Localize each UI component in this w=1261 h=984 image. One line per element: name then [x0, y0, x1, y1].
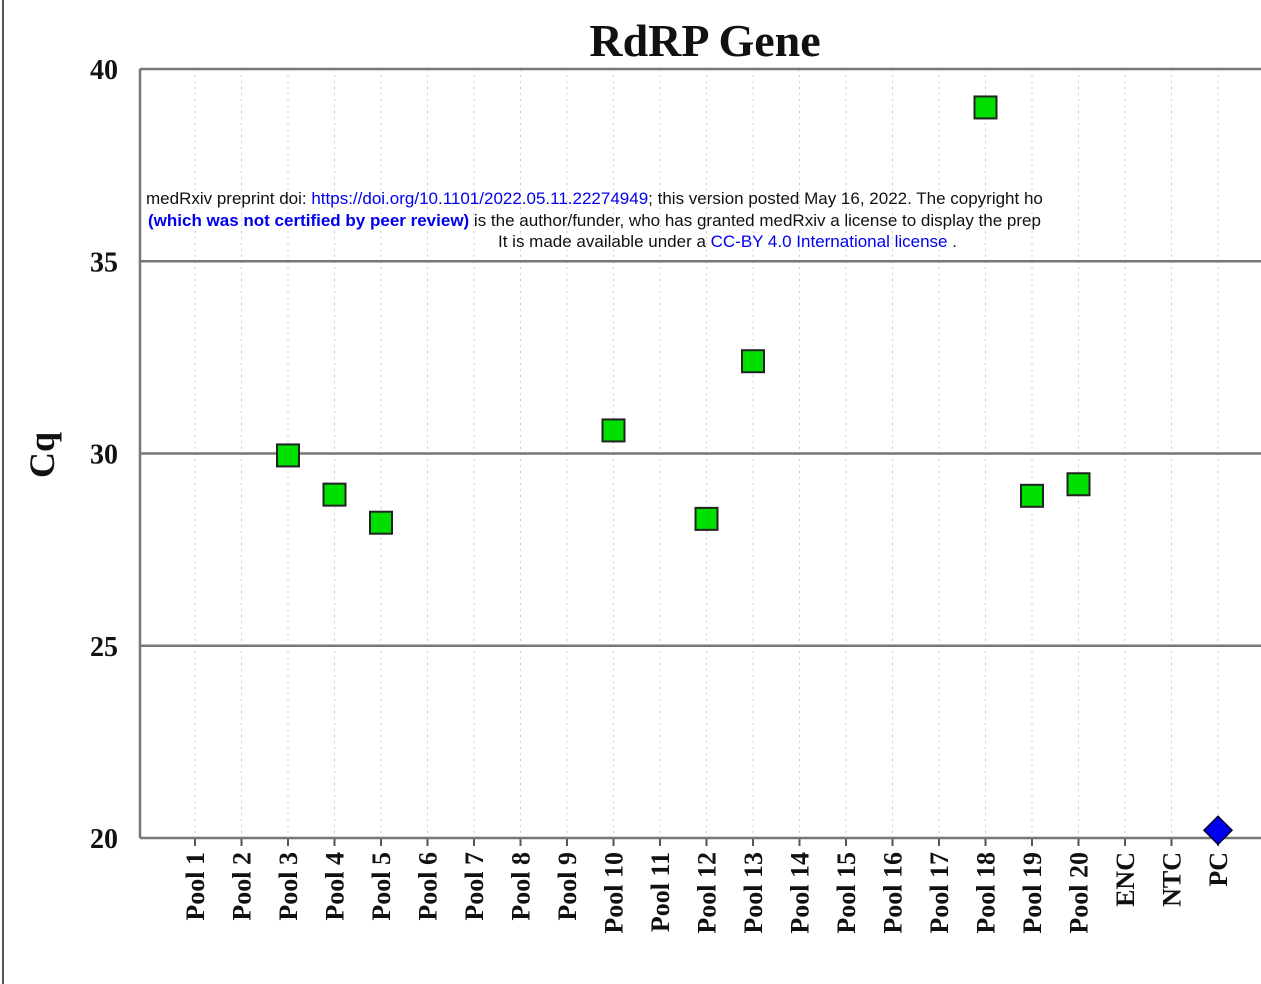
- y-axis-label: Cq: [22, 432, 62, 478]
- x-tick-label: Pool 18: [972, 852, 1001, 934]
- x-tick-label: PC: [1204, 852, 1233, 887]
- y-tick-label: 20: [90, 824, 118, 855]
- x-tick-label: Pool 15: [832, 852, 861, 934]
- x-tick-label: Pool 3: [274, 852, 303, 921]
- x-tick-label: Pool 20: [1065, 852, 1094, 934]
- point-square: [741, 349, 765, 374]
- x-tick-label: Pool 11: [646, 852, 675, 932]
- header-line: It is made available under a CC-BY 4.0 I…: [498, 233, 957, 250]
- point-square: [694, 506, 719, 531]
- header-text: is the author/funder, who has granted me…: [469, 211, 1041, 230]
- x-tick-label: Pool 2: [228, 852, 257, 921]
- point-square: [369, 510, 393, 535]
- x-tick-label: Pool 4: [321, 852, 350, 921]
- header-text: ; this version posted May 16, 2022. The …: [648, 189, 1043, 208]
- y-tick-label: 25: [90, 632, 118, 663]
- x-tick-label: Pool 10: [600, 852, 629, 934]
- point-square: [276, 443, 300, 468]
- x-tick-label: Pool 16: [879, 852, 908, 934]
- header-line: (which was not certified by peer review)…: [148, 212, 1041, 229]
- x-tick-label: Pool 6: [414, 852, 443, 921]
- point-square: [1066, 472, 1091, 497]
- point-square: [601, 418, 626, 443]
- y-tick-label: 35: [90, 247, 118, 278]
- x-tick-label: Pool 14: [786, 852, 815, 934]
- x-tick-label: Pool 17: [925, 852, 954, 934]
- doi-link[interactable]: https://doi.org/10.1101/2022.05.11.22274…: [311, 189, 649, 208]
- x-tick-label: Pool 13: [739, 852, 768, 934]
- point-square: [973, 95, 998, 120]
- chart-title: RdRP Gene: [589, 15, 820, 66]
- x-tick-label: Pool 7: [460, 852, 489, 921]
- header-text: medRxiv preprint doi:: [146, 189, 312, 208]
- grid: [138, 67, 1261, 846]
- point-square: [322, 482, 347, 507]
- x-tick-label: ENC: [1111, 852, 1140, 907]
- header-text: .: [947, 232, 957, 251]
- header-text: It is made available under a: [498, 232, 711, 251]
- y-tick-label: 40: [90, 55, 118, 86]
- x-tick-label: Pool 8: [507, 852, 536, 921]
- y-tick-label: 30: [90, 440, 118, 471]
- x-tick-label: Pool 19: [1018, 852, 1047, 934]
- point-square: [1020, 483, 1044, 508]
- header-line: medRxiv preprint doi: https://doi.org/10…: [146, 190, 1043, 207]
- license-link[interactable]: CC-BY 4.0 International license: [710, 232, 948, 251]
- marks: [276, 95, 1234, 846]
- header-bold: (which was not certified by peer review): [148, 211, 470, 230]
- x-tick-label: Pool 12: [693, 852, 722, 934]
- x-tick-label: NTC: [1158, 852, 1187, 907]
- x-tick-label: Pool 1: [181, 852, 210, 921]
- x-tick-label: Pool 9: [553, 852, 582, 921]
- point-diamond: [1202, 815, 1234, 846]
- x-tick-label: Pool 5: [367, 852, 396, 921]
